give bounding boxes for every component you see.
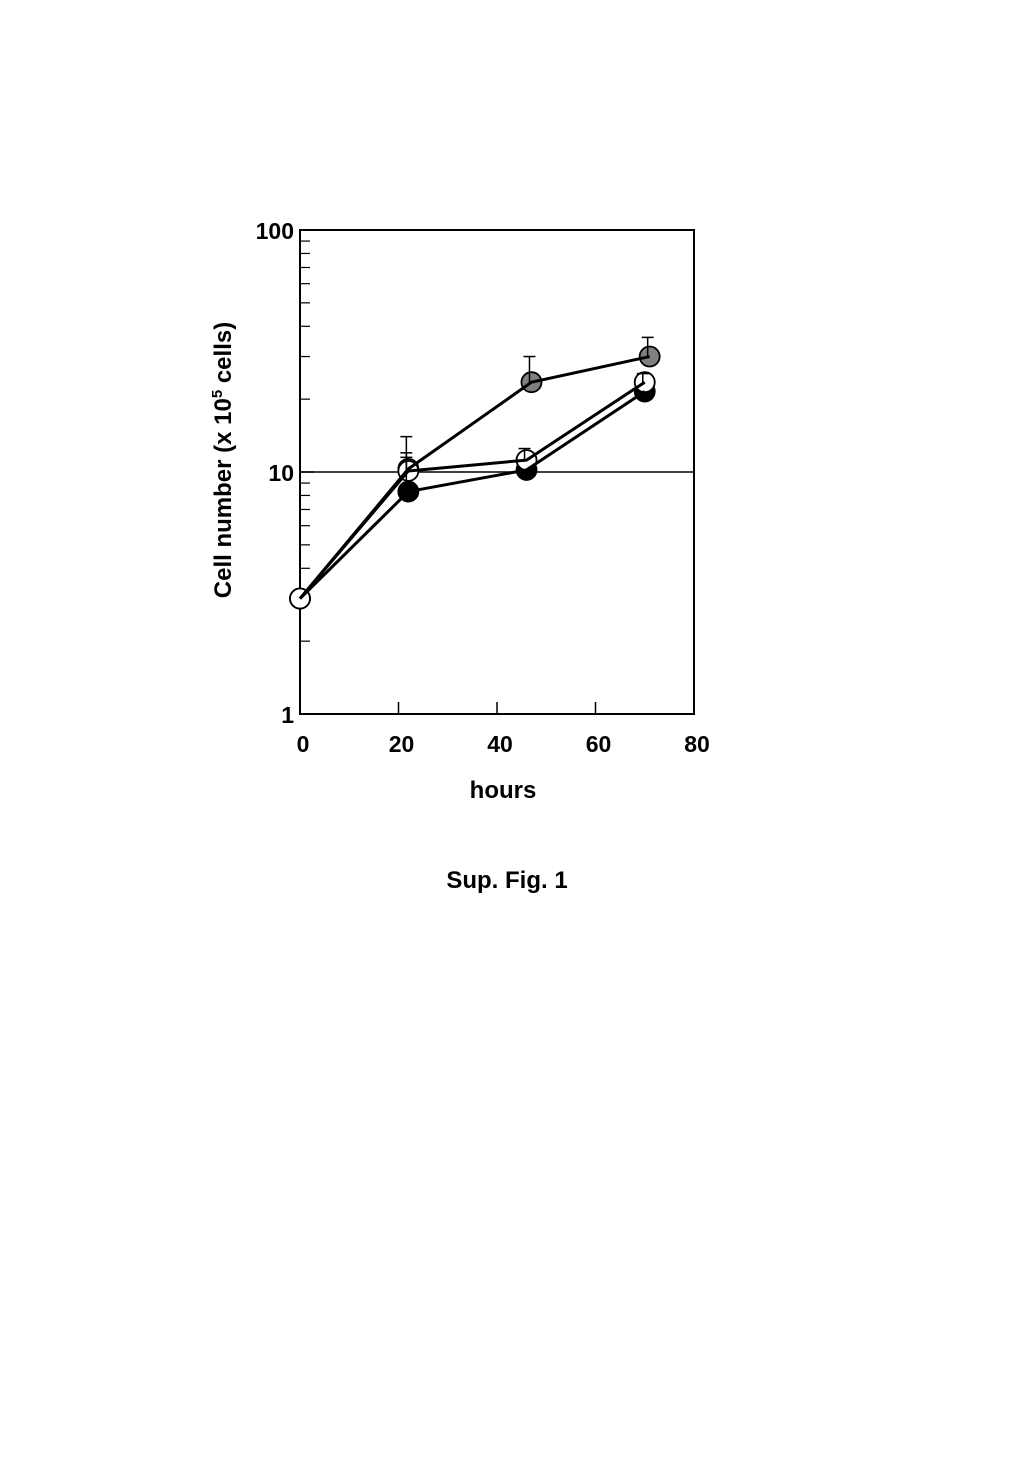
series-line bbox=[298, 380, 646, 600]
x-tick-label: 60 bbox=[586, 731, 612, 757]
series-line bbox=[298, 355, 650, 600]
series-layer bbox=[289, 336, 661, 610]
x-tick-label: 80 bbox=[684, 731, 710, 757]
series-line bbox=[298, 390, 646, 600]
y-axis-title-prefix: Cell number (x 10 bbox=[210, 398, 237, 598]
x-tick-label: 40 bbox=[487, 731, 513, 757]
series-3 bbox=[298, 372, 649, 600]
y-tick-label: 100 bbox=[256, 218, 294, 244]
x-tick-label: 0 bbox=[297, 731, 310, 757]
x-tick-label: 20 bbox=[389, 731, 415, 757]
figure-caption: Sup. Fig. 1 bbox=[446, 867, 567, 894]
series-1 bbox=[298, 336, 654, 600]
axis-tick-labels: 0 20 40 60 80 1 10 100 bbox=[256, 218, 710, 757]
x-axis-title: hours bbox=[470, 777, 537, 804]
axis-ticks bbox=[300, 229, 597, 715]
y-axis-title-exponent: 5 bbox=[209, 390, 226, 398]
markers bbox=[289, 345, 661, 610]
y-tick-label: 10 bbox=[268, 460, 294, 486]
y-tick-label: 1 bbox=[281, 702, 294, 728]
y-axis-title-suffix: cells) bbox=[210, 322, 237, 390]
y-axis-title: Cell number (x 105 cells) bbox=[209, 322, 237, 598]
